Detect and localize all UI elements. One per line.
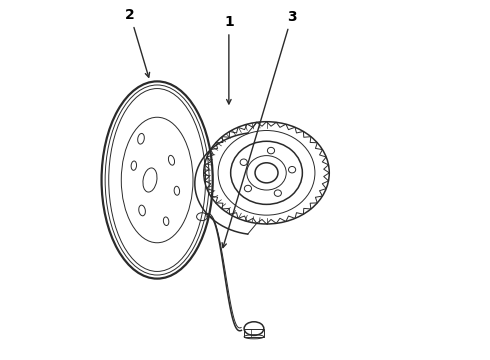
Text: 1: 1 (224, 15, 234, 104)
Text: 2: 2 (125, 8, 149, 77)
Text: 3: 3 (222, 10, 296, 248)
